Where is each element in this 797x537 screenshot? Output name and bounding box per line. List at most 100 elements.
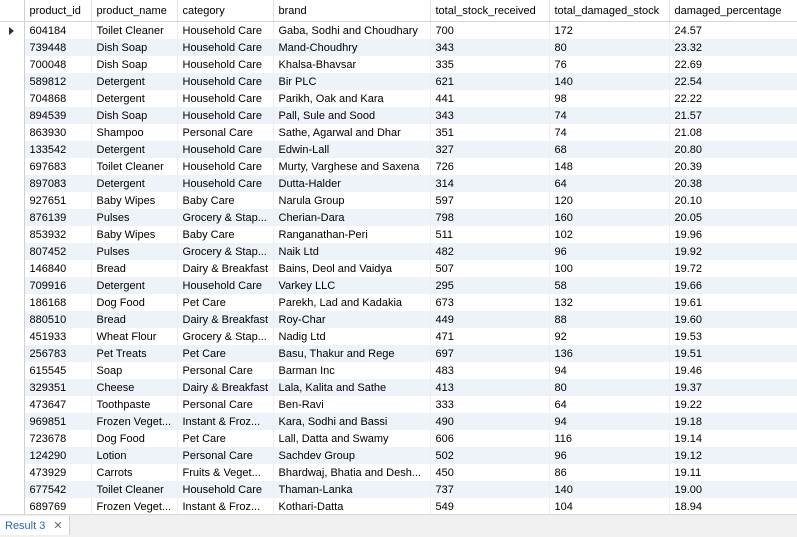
cell-total-stock-received[interactable]: 700 (430, 21, 550, 39)
cell-total-stock-received[interactable]: 343 (430, 107, 550, 124)
cell-product-name[interactable]: Dish Soap (91, 56, 178, 73)
cell-product-name[interactable]: Toilet Cleaner (91, 158, 178, 175)
cell-damaged-percentage[interactable]: 21.57 (669, 107, 797, 124)
row-selector[interactable] (0, 294, 25, 311)
cell-product-name[interactable]: Shampoo (91, 124, 178, 141)
cell-product-id[interactable]: 329351 (24, 379, 92, 396)
cell-product-name[interactable]: Soap (91, 362, 178, 379)
cell-total-damaged-stock[interactable]: 94 (549, 362, 670, 379)
cell-category[interactable]: Dairy & Breakfast (177, 260, 274, 277)
cell-damaged-percentage[interactable]: 22.69 (669, 56, 797, 73)
cell-total-stock-received[interactable]: 737 (430, 481, 550, 498)
cell-damaged-percentage[interactable]: 24.57 (669, 21, 797, 39)
cell-brand[interactable]: Bhardwaj, Bhatia and Desh... (273, 464, 431, 481)
cell-product-name[interactable]: Detergent (91, 73, 178, 90)
cell-damaged-percentage[interactable]: 19.00 (669, 481, 797, 498)
cell-brand[interactable]: Lala, Kalita and Sathe (273, 379, 431, 396)
cell-total-damaged-stock[interactable]: 96 (549, 243, 670, 260)
cell-product-name[interactable]: Detergent (91, 277, 178, 294)
close-icon[interactable]: ✕ (53, 520, 63, 532)
cell-product-id[interactable]: 124290 (24, 447, 92, 464)
cell-total-stock-received[interactable]: 511 (430, 226, 550, 243)
cell-product-name[interactable]: Pulses (91, 209, 178, 226)
cell-total-damaged-stock[interactable]: 74 (549, 124, 670, 141)
column-header-total-damaged-stock[interactable]: total_damaged_stock (549, 0, 670, 22)
cell-brand[interactable]: Mand-Choudhry (273, 39, 431, 56)
row-selector[interactable] (0, 124, 25, 141)
cell-product-name[interactable]: Pet Treats (91, 345, 178, 362)
cell-total-damaged-stock[interactable]: 100 (549, 260, 670, 277)
cell-damaged-percentage[interactable]: 19.53 (669, 328, 797, 345)
cell-product-name[interactable]: Dish Soap (91, 107, 178, 124)
cell-category[interactable]: Personal Care (177, 396, 274, 413)
table-row[interactable]: 689769 Frozen Veget... Instant & Froz... Ko… (0, 498, 797, 514)
cell-product-name[interactable]: Dog Food (91, 294, 178, 311)
cell-category[interactable]: Household Care (177, 277, 274, 294)
row-selector[interactable] (0, 362, 25, 379)
table-row[interactable]: 186168 Dog Food Pet Care Parekh, Lad and Ka… (0, 294, 797, 311)
cell-product-id[interactable]: 853932 (24, 226, 92, 243)
cell-brand[interactable]: Edwin-Lall (273, 141, 431, 158)
cell-total-stock-received[interactable]: 798 (430, 209, 550, 226)
cell-total-damaged-stock[interactable]: 86 (549, 464, 670, 481)
column-header-damaged-percentage[interactable]: damaged_percentage (669, 0, 797, 22)
table-row[interactable]: 473647 Toothpaste Personal Care Ben-Ravi 333… (0, 396, 797, 413)
row-selector[interactable] (0, 209, 25, 226)
row-selector[interactable] (0, 39, 25, 56)
table-row[interactable]: 473929 Carrots Fruits & Veget... Bhardwaj, … (0, 464, 797, 481)
cell-damaged-percentage[interactable]: 19.61 (669, 294, 797, 311)
cell-category[interactable]: Dairy & Breakfast (177, 379, 274, 396)
row-selector[interactable] (0, 311, 25, 328)
table-row[interactable]: 677542 Toilet Cleaner Household Care Thaman… (0, 481, 797, 498)
cell-product-name[interactable]: Detergent (91, 175, 178, 192)
cell-category[interactable]: Household Care (177, 141, 274, 158)
row-selector[interactable] (0, 192, 25, 209)
cell-category[interactable]: Household Care (177, 21, 274, 39)
cell-total-stock-received[interactable]: 413 (430, 379, 550, 396)
cell-brand[interactable]: Kothari-Datta (273, 498, 431, 514)
table-row[interactable]: 894539 Dish Soap Household Care Pall, Sule … (0, 107, 797, 124)
cell-total-stock-received[interactable]: 490 (430, 413, 550, 430)
cell-brand[interactable]: Murty, Varghese and Saxena (273, 158, 431, 175)
table-row[interactable]: 927651 Baby Wipes Baby Care Narula Group 597… (0, 192, 797, 209)
cell-damaged-percentage[interactable]: 21.08 (669, 124, 797, 141)
cell-product-name[interactable]: Detergent (91, 90, 178, 107)
cell-product-id[interactable]: 894539 (24, 107, 92, 124)
cell-brand[interactable]: Sathe, Agarwal and Dhar (273, 124, 431, 141)
table-row[interactable]: 897083 Detergent Household Care Dutta-Halde… (0, 175, 797, 192)
row-selector[interactable] (0, 226, 25, 243)
cell-category[interactable]: Baby Care (177, 192, 274, 209)
cell-total-damaged-stock[interactable]: 92 (549, 328, 670, 345)
cell-product-id[interactable]: 256783 (24, 345, 92, 362)
column-header-product-id[interactable]: product_id (24, 0, 92, 22)
cell-damaged-percentage[interactable]: 19.12 (669, 447, 797, 464)
row-selector[interactable] (0, 243, 25, 260)
cell-total-damaged-stock[interactable]: 116 (549, 430, 670, 447)
cell-product-id[interactable]: 689769 (24, 498, 92, 514)
cell-product-name[interactable]: Bread (91, 311, 178, 328)
cell-product-id[interactable]: 880510 (24, 311, 92, 328)
cell-product-id[interactable]: 704868 (24, 90, 92, 107)
cell-category[interactable]: Grocery & Stap... (177, 243, 274, 260)
cell-damaged-percentage[interactable]: 19.92 (669, 243, 797, 260)
cell-brand[interactable]: Thaman-Lanka (273, 481, 431, 498)
table-row[interactable]: 807452 Pulses Grocery & Stap... Naik Ltd 482… (0, 243, 797, 260)
row-selector[interactable] (0, 141, 25, 158)
cell-total-damaged-stock[interactable]: 64 (549, 396, 670, 413)
cell-damaged-percentage[interactable]: 19.60 (669, 311, 797, 328)
cell-product-name[interactable]: Frozen Veget... (91, 498, 178, 514)
cell-total-stock-received[interactable]: 335 (430, 56, 550, 73)
cell-product-id[interactable]: 807452 (24, 243, 92, 260)
table-row[interactable]: 853932 Baby Wipes Baby Care Ranganathan-Per… (0, 226, 797, 243)
table-row[interactable]: 589812 Detergent Household Care Bir PLC 621 1… (0, 73, 797, 90)
cell-total-stock-received[interactable]: 351 (430, 124, 550, 141)
cell-total-stock-received[interactable]: 327 (430, 141, 550, 158)
cell-total-stock-received[interactable]: 597 (430, 192, 550, 209)
cell-damaged-percentage[interactable]: 23.32 (669, 39, 797, 56)
cell-damaged-percentage[interactable]: 19.37 (669, 379, 797, 396)
cell-product-name[interactable]: Cheese (91, 379, 178, 396)
table-row[interactable]: 451933 Wheat Flour Grocery & Stap... Nadig … (0, 328, 797, 345)
cell-category[interactable]: Pet Care (177, 430, 274, 447)
cell-product-id[interactable]: 927651 (24, 192, 92, 209)
cell-product-name[interactable]: Carrots (91, 464, 178, 481)
